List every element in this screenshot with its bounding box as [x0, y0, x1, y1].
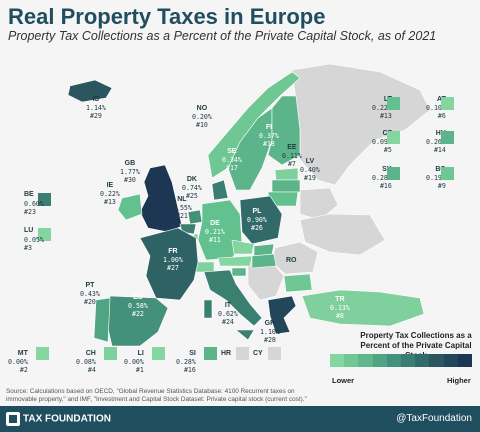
country-shape-bg — [283, 273, 313, 293]
country-shape-pt — [93, 297, 111, 343]
legend-step-1 — [330, 354, 345, 367]
label-dk: DK 0.74% #25 — [182, 176, 202, 200]
europe-map — [67, 63, 431, 347]
country-shape-ee — [274, 167, 299, 181]
side-label-lu: LU 0.05% #3 — [24, 227, 44, 252]
twitter-handle[interactable]: @TaxFoundation — [396, 413, 472, 424]
side-box-lt — [387, 97, 400, 110]
small-label-si: SI 0.28% #16 — [176, 350, 196, 374]
legend-high-label: Higher — [447, 376, 471, 385]
side-box-be — [38, 193, 51, 206]
label-tr: TR 0.13% #8 — [330, 296, 350, 320]
label-lv: LV 0.40% #19 — [300, 158, 320, 182]
side-box-sk — [387, 167, 400, 180]
tax-foundation-logo: TAX FOUNDATION — [6, 412, 111, 426]
country-shape-ie — [117, 193, 143, 221]
legend-step-3 — [358, 354, 373, 367]
country-shape-fi — [267, 95, 301, 166]
logo-text: TAX FOUNDATION — [23, 413, 111, 425]
legend-color-bar — [330, 354, 473, 367]
side-box-hu — [441, 131, 454, 144]
source-line1: Source: Calculations based on OECD, "Glo… — [6, 388, 295, 395]
country-shape-pl — [239, 195, 283, 245]
side-box-at — [441, 97, 454, 110]
country-shape-lv — [271, 179, 301, 193]
country-shape-ua-gray — [299, 213, 386, 256]
country-shape-si — [231, 267, 247, 277]
legend-step-4 — [372, 354, 387, 367]
legend-step-6 — [401, 354, 416, 367]
label-pt: PT 0.43% #20 — [80, 282, 100, 306]
label-de: DE 0.21% #11 — [205, 220, 225, 244]
label-es: ES 0.58% #22 — [128, 294, 148, 318]
label-fi: FI 0.37% #18 — [259, 124, 279, 148]
page-title: Real Property Taxes in Europe — [8, 4, 326, 29]
country-shape-hu — [251, 253, 277, 269]
side-label-bg: BG0.19%#9 — [426, 166, 446, 190]
country-shape-it-sicily — [235, 329, 255, 341]
side-label-hu: HU0.26%#14 — [426, 130, 446, 154]
small-label-mt: MT 0.00% #2 — [8, 350, 28, 374]
label-se: SE 0.34% #17 — [222, 148, 242, 172]
side-label-be: BE 0.60% #23 — [24, 191, 44, 216]
page-subtitle: Property Tax Collections as a Percent of… — [8, 29, 437, 43]
label-it: IT 0.62% #24 — [218, 302, 238, 326]
small-label-ch: CH 0.08% #4 — [76, 350, 96, 374]
small-label-hr: HR — [221, 350, 232, 357]
country-shape-it — [203, 269, 263, 327]
label-ro: RO — [286, 257, 297, 264]
legend-title-line1: Property Tax Collections as a — [360, 331, 472, 340]
footer-bar — [0, 406, 480, 432]
label-nl: NL 0.55% #21 — [172, 196, 192, 220]
label-no: NO 0.20% #10 — [192, 105, 212, 129]
small-box-ch — [104, 347, 117, 360]
side-box-lu — [38, 228, 51, 241]
country-shape-ru-gray — [291, 63, 431, 186]
legend-step-2 — [344, 354, 359, 367]
source-line2: immovable property," and IMF, "Investmen… — [6, 396, 307, 403]
country-shape-it-sardinia — [203, 299, 213, 319]
small-box-hr — [236, 347, 249, 360]
country-shape-fr — [139, 227, 199, 301]
label-fr: FR 1.00% #27 — [163, 248, 183, 272]
source-note: Source: Calculations based on OECD, "Glo… — [6, 388, 356, 404]
small-box-si — [204, 347, 217, 360]
country-shape-cz — [231, 239, 255, 255]
label-ie: IE 0.22% #13 — [100, 182, 120, 206]
side-box-cz — [387, 131, 400, 144]
legend-step-5 — [386, 354, 402, 367]
country-shape-tr — [301, 289, 425, 327]
side-box-bg — [441, 167, 454, 180]
country-shape-ch — [195, 261, 215, 273]
country-shape-by-gray — [299, 187, 339, 221]
label-is: IS 1.14% #29 — [86, 96, 106, 120]
small-label-cy: CY — [253, 350, 263, 357]
small-box-mt — [36, 347, 49, 360]
legend-step-8 — [429, 354, 444, 367]
label-gr: GR 1.10% #28 — [260, 320, 280, 344]
small-box-li — [152, 347, 165, 360]
label-ee: EE 0.11% #7 — [282, 144, 302, 168]
legend-step-10 — [457, 354, 473, 367]
country-shape-at — [217, 255, 253, 267]
label-pl: PL 0.90% #26 — [247, 208, 267, 232]
country-shape-gr — [267, 295, 297, 335]
side-label-sk: SK0.28%#16 — [372, 166, 392, 190]
label-gb: GB 1.77% #30 — [120, 160, 140, 184]
logo-icon — [6, 412, 20, 426]
country-shape-is — [67, 79, 113, 103]
legend-low-label: Lower — [332, 376, 355, 385]
country-shape-dk — [211, 179, 229, 201]
legend-step-7 — [415, 354, 430, 367]
small-label-li: LI 0.00% #1 — [124, 350, 144, 374]
legend-step-9 — [443, 354, 458, 367]
small-box-cy — [268, 347, 281, 360]
